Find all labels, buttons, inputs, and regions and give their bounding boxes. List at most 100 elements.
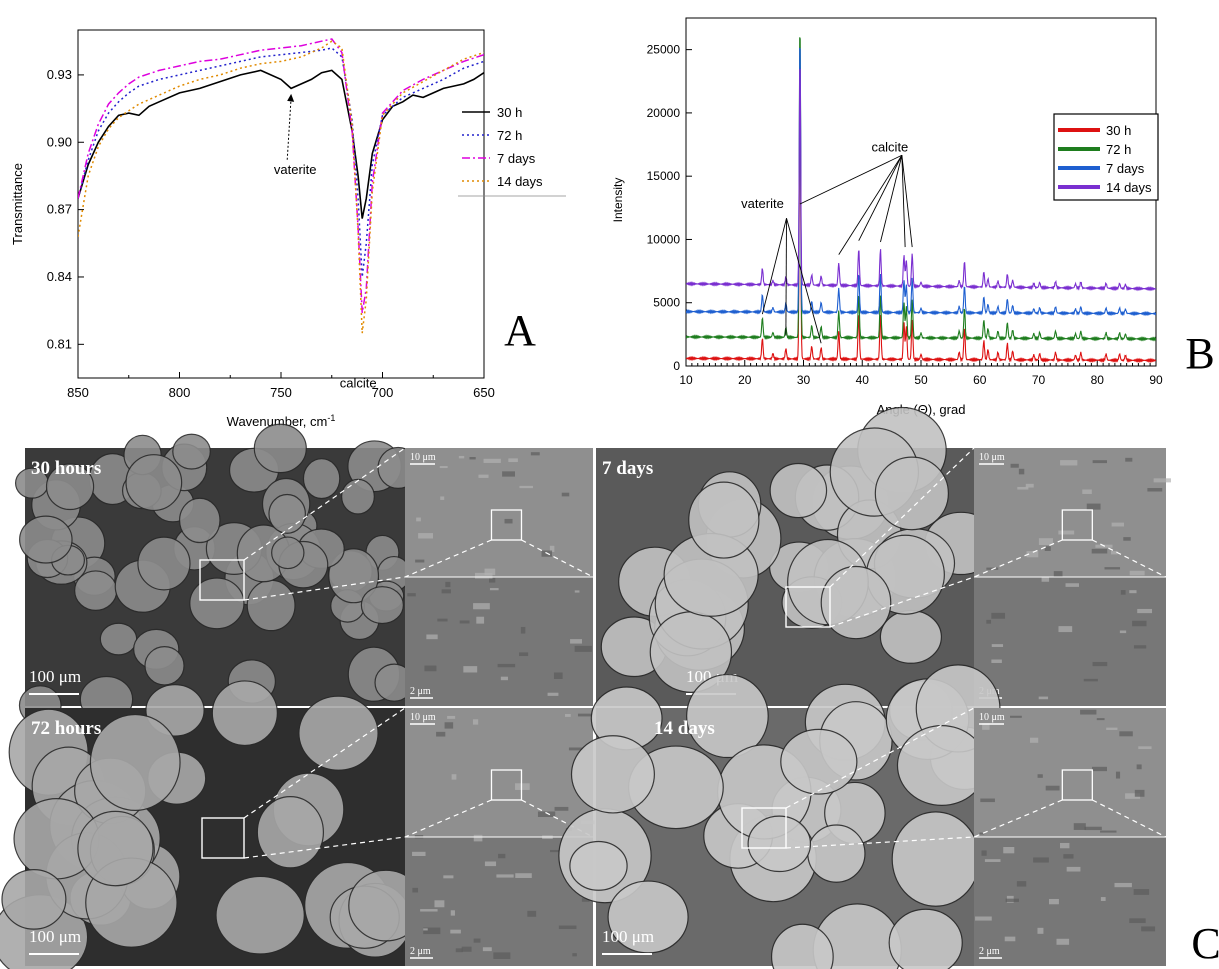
sem-texture (991, 644, 1004, 647)
panel-label-c: C (1191, 919, 1219, 968)
xrd-calcite-pointer (901, 155, 913, 248)
sem-inset-zoom-line (404, 799, 492, 838)
xrd-y-tick-label: 25000 (647, 43, 681, 57)
sem-texture (504, 518, 513, 524)
xrd-series (686, 37, 1156, 364)
xrd-calcite-pointer (799, 154, 903, 205)
sem-texture (519, 485, 533, 489)
sem-texture (424, 665, 437, 672)
sem-particle (328, 548, 380, 604)
xrd-y-tick-label: 15000 (647, 169, 681, 183)
sem-scale-label-bottom: 2 μm (410, 686, 431, 697)
sem-texture (1141, 926, 1156, 932)
xrd-y-tick-label: 20000 (647, 106, 681, 120)
sem-texture (570, 639, 582, 644)
ftir-legend: 30 h 72 h 7 days 14 days (458, 105, 566, 197)
sem-particle (125, 454, 183, 512)
ftir-legend-entry: 14 days (497, 174, 543, 189)
sem-particle (879, 609, 943, 664)
sem-texture (434, 900, 445, 908)
sem-texture (458, 455, 465, 459)
sem-particle (569, 840, 628, 891)
ftir-x-tick-label: 650 (473, 385, 495, 400)
sem-texture (530, 452, 540, 456)
xrd-x-tick-label: 60 (973, 373, 987, 387)
sem-texture (1003, 846, 1015, 854)
xrd-annotations: vaterite calcite (741, 139, 913, 344)
ftir-series-line (78, 69, 484, 219)
sem-texture (1044, 546, 1051, 551)
sem-texture (437, 618, 448, 622)
sem-texture (508, 458, 518, 463)
sem-texture (1129, 570, 1145, 576)
sem-texture (444, 722, 454, 729)
sem-texture (1060, 842, 1070, 849)
sem-particle (341, 478, 375, 515)
sem-texture (415, 559, 425, 563)
sem-texture (1053, 571, 1063, 577)
sem-texture (1065, 583, 1079, 587)
sem-texture (549, 545, 555, 552)
ftir-series-line (78, 38, 484, 314)
sem-inset-zoom-box (490, 769, 523, 801)
sem-zoom-box (201, 817, 245, 859)
xrd-legend-entry: 72 h (1106, 142, 1131, 157)
sem-texture (496, 874, 514, 878)
sem-texture (1086, 503, 1101, 510)
sem-texture (450, 929, 461, 934)
xrd-vaterite-pointer (785, 218, 787, 336)
xrd-series-line (686, 68, 1156, 292)
sem-texture (469, 457, 476, 460)
sem-texture (1111, 522, 1124, 527)
sem-texture (472, 719, 479, 725)
xrd-calcite-pointer (880, 155, 903, 243)
sem-panel-label: 14 days (654, 718, 715, 739)
sem-zoom-line (243, 707, 406, 819)
sem-texture (515, 873, 532, 878)
sem-particle (807, 824, 866, 883)
sem-particle (570, 735, 655, 814)
sem-particle (19, 515, 73, 564)
sem-texture (1010, 463, 1019, 468)
sem-texture (1073, 823, 1086, 830)
sem-texture (1133, 645, 1147, 649)
xrd-x-tick-label: 50 (914, 373, 928, 387)
sem-inset-zoom-line (1092, 799, 1167, 838)
sem-particle (1, 868, 67, 930)
sem-zoom-line (243, 447, 406, 561)
sem-texture (459, 620, 470, 624)
sem-texture (1125, 457, 1133, 462)
sem-scale-label-main: 100 μm (602, 927, 654, 946)
sem-particle (253, 423, 307, 474)
sem-texture (473, 938, 481, 943)
xrd-chart: 10 20 30 40 50 60 70 80 90 0 5000 10000 15000 20000 25… (611, 17, 1215, 417)
sem-texture (1030, 737, 1039, 743)
sem-texture (1038, 538, 1053, 545)
sem-texture (1083, 678, 1098, 682)
sem-texture (1005, 898, 1019, 902)
sem-particle (891, 811, 980, 907)
ftir-annotation-vaterite: vaterite (274, 162, 317, 177)
sem-particle (747, 815, 812, 873)
sem-particle (686, 673, 769, 759)
sem-texture (984, 859, 1001, 862)
ftir-x-tick-label: 750 (270, 385, 292, 400)
sem-scale-label-top: 10 μm (410, 452, 436, 463)
sem-texture (554, 806, 569, 811)
sem-panel-label: 72 hours (31, 718, 101, 739)
sem-texture (1129, 590, 1137, 594)
xrd-ticks: 10 20 30 40 50 60 70 80 90 0 5000 10000 15000 20000 25… (647, 43, 1163, 387)
panel-label-a: A (504, 306, 536, 355)
sem-inset-top (974, 448, 1166, 577)
sem-zoom-line (829, 576, 975, 628)
xrd-x-tick-label: 80 (1091, 373, 1105, 387)
sem-texture (561, 492, 570, 497)
sem-texture (484, 568, 496, 576)
xrd-y-tick-label: 5000 (653, 296, 680, 310)
sem-texture (407, 593, 416, 597)
sem-texture (572, 953, 577, 957)
ftir-x-tick-label: 850 (67, 385, 89, 400)
ftir-series-line (78, 40, 484, 334)
sem-particle (178, 497, 221, 544)
sem-texture (1129, 918, 1146, 924)
